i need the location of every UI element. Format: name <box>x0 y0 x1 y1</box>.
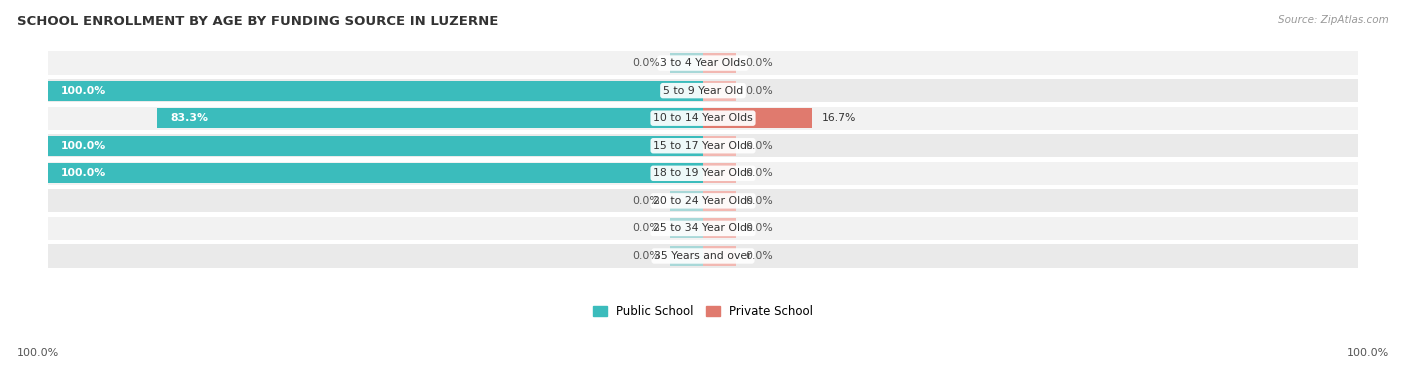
Text: Source: ZipAtlas.com: Source: ZipAtlas.com <box>1278 15 1389 25</box>
Bar <box>48 52 1358 75</box>
Bar <box>671 219 703 238</box>
Bar <box>48 79 1358 102</box>
Text: 15 to 17 Year Olds: 15 to 17 Year Olds <box>654 141 752 151</box>
Text: 100.0%: 100.0% <box>60 141 105 151</box>
Text: 20 to 24 Year Olds: 20 to 24 Year Olds <box>654 196 752 206</box>
Text: 0.0%: 0.0% <box>633 224 661 233</box>
Text: 35 Years and over: 35 Years and over <box>654 251 752 261</box>
Text: 0.0%: 0.0% <box>745 224 773 233</box>
Bar <box>48 163 703 183</box>
Text: 83.3%: 83.3% <box>170 113 208 123</box>
Text: 100.0%: 100.0% <box>60 86 105 96</box>
Bar <box>703 81 735 101</box>
Bar <box>703 136 735 156</box>
Text: 0.0%: 0.0% <box>745 86 773 96</box>
Text: 0.0%: 0.0% <box>745 141 773 151</box>
Bar <box>671 53 703 73</box>
Bar <box>671 191 703 211</box>
Text: 5 to 9 Year Old: 5 to 9 Year Old <box>662 86 744 96</box>
Text: 25 to 34 Year Olds: 25 to 34 Year Olds <box>654 224 752 233</box>
Text: 18 to 19 Year Olds: 18 to 19 Year Olds <box>654 168 752 178</box>
Bar <box>703 219 735 238</box>
Text: 100.0%: 100.0% <box>17 348 59 358</box>
Bar <box>48 162 1358 185</box>
Bar <box>48 81 703 101</box>
Bar <box>703 108 813 128</box>
Text: 16.7%: 16.7% <box>823 113 856 123</box>
Text: 0.0%: 0.0% <box>745 58 773 68</box>
Bar <box>48 217 1358 240</box>
Bar <box>703 53 735 73</box>
Bar <box>48 107 1358 130</box>
Bar <box>157 108 703 128</box>
Bar <box>48 244 1358 268</box>
Text: 10 to 14 Year Olds: 10 to 14 Year Olds <box>654 113 752 123</box>
Bar <box>671 246 703 266</box>
Text: 0.0%: 0.0% <box>633 58 661 68</box>
Text: 3 to 4 Year Olds: 3 to 4 Year Olds <box>659 58 747 68</box>
Text: 0.0%: 0.0% <box>633 196 661 206</box>
Bar <box>703 246 735 266</box>
Bar <box>48 136 703 156</box>
Text: 0.0%: 0.0% <box>745 251 773 261</box>
Bar <box>48 134 1358 157</box>
Text: 100.0%: 100.0% <box>60 168 105 178</box>
Text: 100.0%: 100.0% <box>1347 348 1389 358</box>
Text: SCHOOL ENROLLMENT BY AGE BY FUNDING SOURCE IN LUZERNE: SCHOOL ENROLLMENT BY AGE BY FUNDING SOUR… <box>17 15 498 28</box>
Text: 0.0%: 0.0% <box>633 251 661 261</box>
Bar <box>48 189 1358 212</box>
Text: 0.0%: 0.0% <box>745 168 773 178</box>
Legend: Public School, Private School: Public School, Private School <box>593 305 813 318</box>
Bar <box>703 163 735 183</box>
Text: 0.0%: 0.0% <box>745 196 773 206</box>
Bar <box>703 191 735 211</box>
